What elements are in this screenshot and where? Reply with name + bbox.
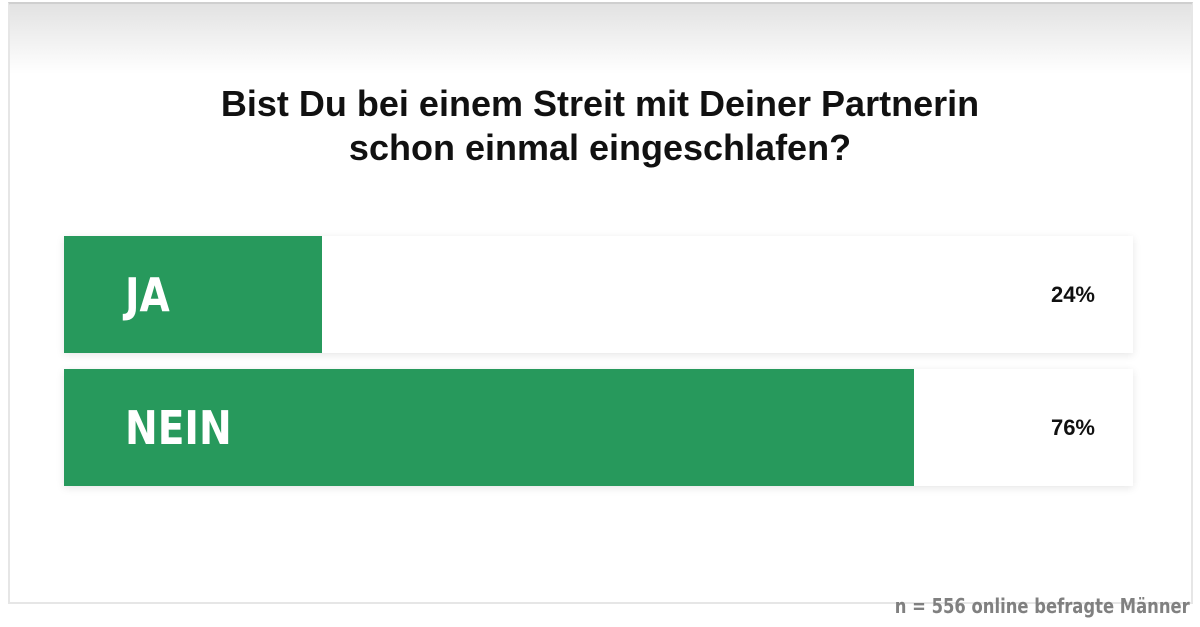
- bar-row-nein: NEIN 76%: [64, 369, 1133, 486]
- title-line-2: schon einmal eingeschlafen?: [348, 127, 852, 168]
- sample-note: n = 556 online befragte Männer: [895, 594, 1190, 618]
- value-label-ja: 24%: [1050, 281, 1095, 307]
- bar-label-ja: JA: [125, 267, 170, 322]
- bar-label-nein: NEIN: [125, 400, 232, 455]
- chart-title: Bist Du bei einem Streit mit Deiner Part…: [0, 82, 1200, 170]
- bar-ja: [64, 236, 323, 353]
- top-shadow: [10, 4, 1191, 74]
- value-label-nein: 76%: [1050, 414, 1095, 440]
- bar-nein: [64, 369, 915, 486]
- title-line-1: Bist Du bei einem Streit mit Deiner Part…: [220, 83, 980, 124]
- bar-row-ja: JA 24%: [64, 236, 1133, 353]
